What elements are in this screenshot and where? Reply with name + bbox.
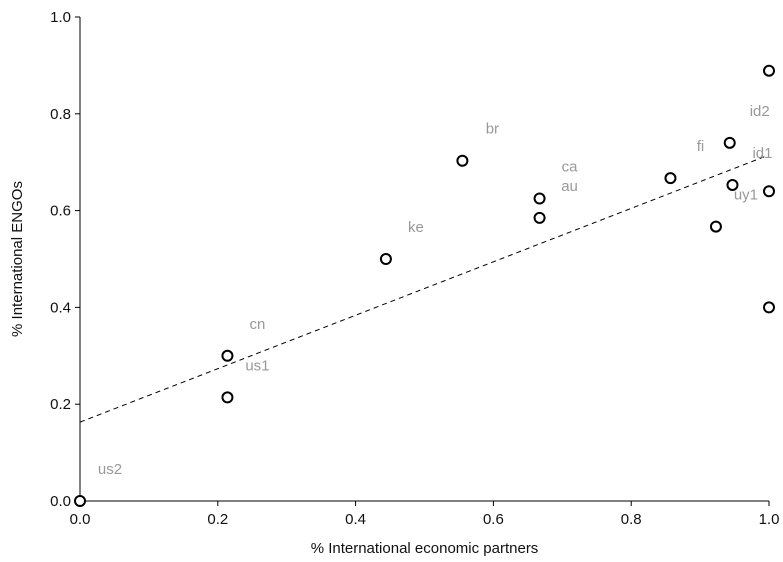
data-point-id2 (723, 136, 736, 149)
point-label-cn: cn (250, 316, 266, 333)
y-tick-label: 0.4 (50, 299, 71, 316)
y-axis-title: % International ENGOs (9, 181, 26, 337)
y-tick-label: 0.0 (50, 493, 71, 510)
data-point-uy1 (709, 220, 722, 233)
trendline-layer (79, 154, 770, 423)
point-labels-layer: us2cnus1kebrcaaufiuy1id2id1uy2id3sz (98, 103, 773, 478)
data-point-br (456, 154, 469, 167)
data-point-uy2 (763, 64, 775, 77)
x-axis-title: % International economic partners (311, 540, 539, 557)
point-label-us1: us1 (245, 357, 269, 374)
trendline (79, 154, 770, 423)
data-point-id3 (763, 185, 775, 198)
point-label-id1: id1 (752, 145, 772, 162)
y-tick-label: 0.8 (50, 106, 71, 123)
point-label-br: br (486, 121, 499, 138)
x-tick-label: 0.6 (483, 511, 504, 528)
y-tick-label: 0.6 (50, 203, 71, 220)
axes: 0.0 0.2 0.4 0.6 0.8 1.0 0.0 0.2 0.4 0.6 0.8 1.0 (50, 9, 779, 528)
data-point-ca (533, 192, 546, 205)
point-label-fi: fi (697, 138, 705, 155)
x-tick-label: 0.8 (621, 511, 642, 528)
data-point-fi (664, 172, 677, 185)
point-label-id2: id2 (750, 103, 770, 120)
data-point-sz (763, 301, 775, 314)
data-point-us2 (74, 495, 86, 507)
y-tick-label: 1.0 (50, 9, 71, 26)
data-point-ke (379, 253, 392, 265)
data-point-cn (221, 349, 234, 362)
point-label-au: au (561, 178, 578, 195)
point-label-uy1: uy1 (734, 187, 758, 204)
point-label-ca: ca (562, 159, 579, 176)
y-tick-label: 0.2 (50, 396, 71, 413)
x-tick-label: 0.0 (70, 511, 91, 528)
point-label-us2: us2 (98, 461, 122, 478)
data-point-id1 (726, 178, 739, 191)
x-tick-label: 0.2 (207, 511, 228, 528)
x-tick-label: 0.4 (345, 511, 366, 528)
x-tick-label: 1.0 (759, 511, 780, 528)
data-point-us1 (221, 391, 234, 404)
points-layer (74, 64, 775, 507)
data-point-au (533, 211, 546, 224)
point-label-ke: ke (408, 219, 424, 236)
